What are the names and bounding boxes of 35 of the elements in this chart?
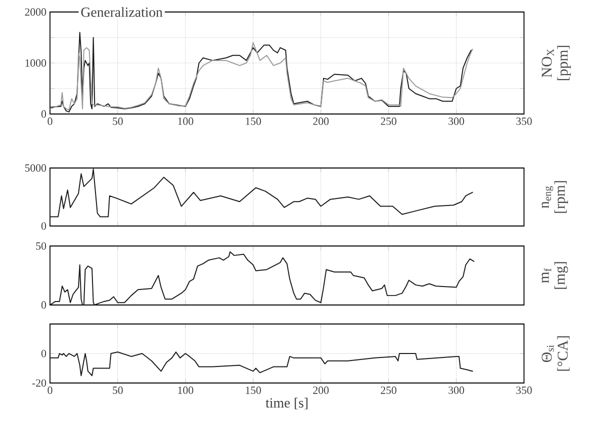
x-tick-label: 300 bbox=[448, 118, 464, 125]
x-tick-label: 100 bbox=[178, 118, 194, 125]
y-axis-title: n$_{eng}$ [rpm] bbox=[542, 181, 568, 213]
y-tick-label: 50 bbox=[36, 242, 46, 250]
x-tick-label: 50 bbox=[112, 386, 123, 394]
x-tick-label: 50 bbox=[112, 118, 123, 125]
y-tick-label: 2000 bbox=[25, 8, 46, 16]
x-tick-label: 300 bbox=[448, 386, 464, 394]
y-tick-label: -20 bbox=[32, 379, 46, 387]
x-tick-label: 150 bbox=[246, 118, 261, 125]
x-tick-label: 250 bbox=[380, 118, 396, 125]
y-tick-label: 0 bbox=[41, 110, 46, 118]
x-tick-label: 0 bbox=[48, 118, 52, 125]
y-axis-title: NO$_{X}$ [ppm] bbox=[542, 46, 571, 80]
y-tick-label: 0 bbox=[41, 222, 46, 230]
line-series bbox=[50, 32, 472, 112]
x-tick-label: 350 bbox=[516, 386, 532, 394]
x-tick-label: 350 bbox=[516, 118, 532, 125]
y-tick-label: 0 bbox=[41, 350, 46, 358]
x-tick-label: 200 bbox=[313, 386, 329, 394]
x-axis-title: time [s] bbox=[266, 398, 308, 410]
y-tick-label: 0 bbox=[41, 301, 46, 309]
y-tick-label: 1000 bbox=[26, 59, 46, 67]
x-tick-label: 150 bbox=[246, 386, 261, 394]
chart-title: Generalization bbox=[81, 7, 163, 17]
y-tick-label: 5000 bbox=[25, 164, 46, 172]
line-series bbox=[50, 42, 474, 110]
line-series bbox=[50, 168, 474, 218]
x-tick-label: 0 bbox=[48, 386, 52, 394]
x-tick-label: 250 bbox=[380, 386, 396, 394]
y-axis-title: Θ$_{si}$ [°CA] bbox=[542, 336, 570, 371]
y-axis-title: m$_{f}$ [mg] bbox=[542, 262, 568, 289]
x-tick-label: 100 bbox=[178, 386, 194, 394]
x-tick-label: 200 bbox=[313, 118, 329, 125]
line-series bbox=[50, 251, 474, 306]
